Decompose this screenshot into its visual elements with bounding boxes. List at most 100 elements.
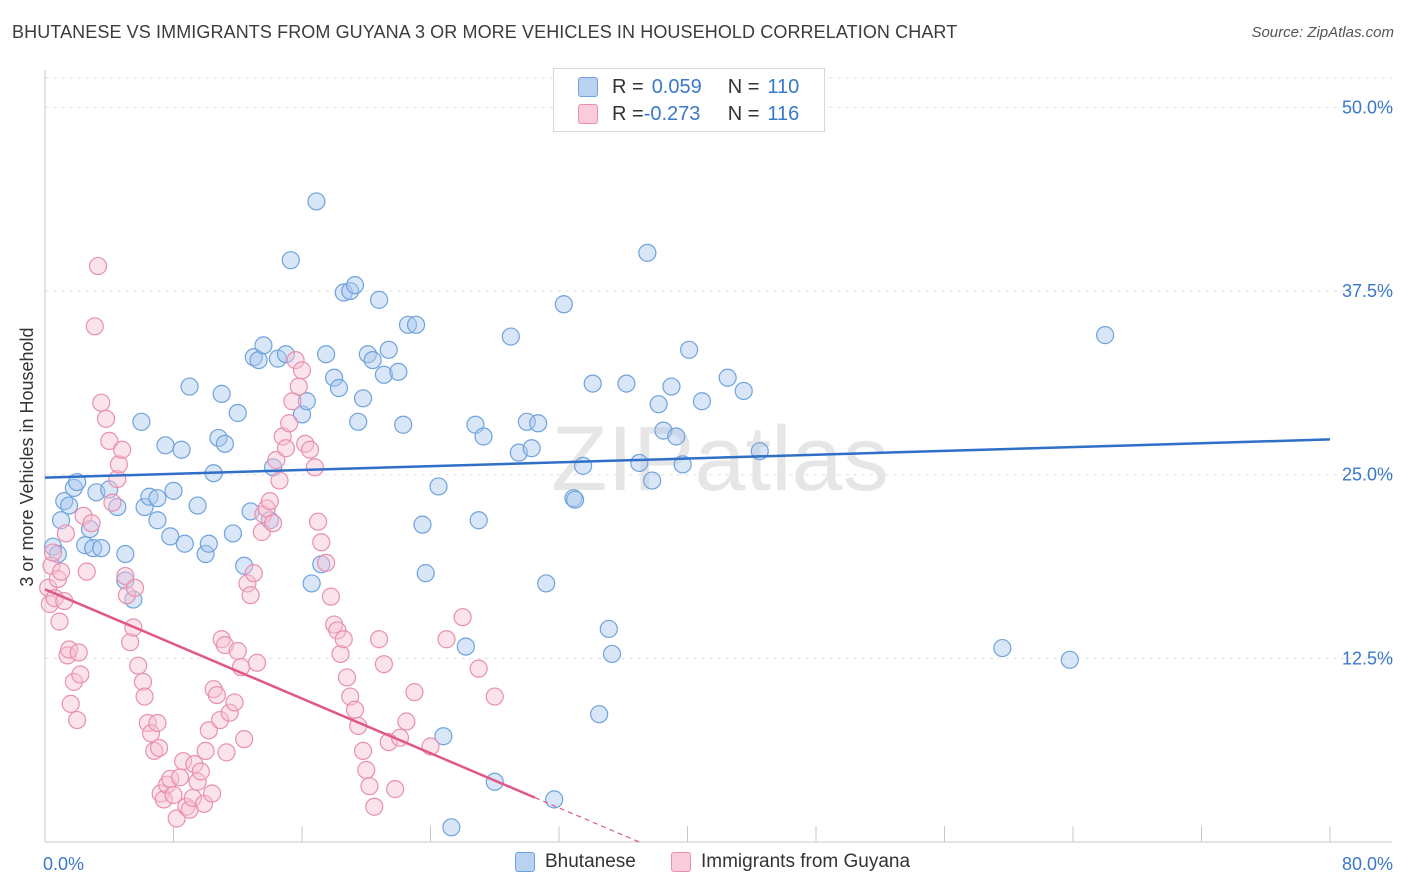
legend-swatch-blue <box>578 77 598 97</box>
bhutanese-point-14 <box>116 544 135 564</box>
bhutanese-point-90 <box>583 374 602 393</box>
guyana-point-24 <box>100 431 119 450</box>
guyana-point-74 <box>247 653 267 672</box>
bhutanese-point-94 <box>617 374 636 393</box>
bhutanese-point-33 <box>212 384 231 403</box>
r-value: -0.273 <box>643 102 701 125</box>
bhutanese-point-65 <box>389 362 408 381</box>
watermark: ZIPatlas <box>551 408 888 510</box>
guyana-point-7 <box>51 562 71 581</box>
bhutanese-point-24 <box>164 481 183 500</box>
bhutanese-point-55 <box>334 283 353 302</box>
bhutanese-point-59 <box>353 389 373 408</box>
legend-swatch-pink <box>671 852 691 872</box>
guyana-point-61 <box>207 685 226 705</box>
guyana-point-49 <box>174 752 193 771</box>
bhutanese-point-11 <box>92 539 111 558</box>
bhutanese-point-41 <box>254 336 273 355</box>
guyana-point-100 <box>337 668 357 687</box>
bhutanese-point-50 <box>307 192 326 211</box>
bhutanese-point-109 <box>1060 650 1079 669</box>
guyana-point-54 <box>188 772 207 791</box>
data-points <box>39 192 1115 837</box>
guyana-point-31 <box>121 633 140 652</box>
y-tick-labels: 12.5% 25.0% 37.5% 50.0% <box>1342 97 1393 668</box>
bhutanese-point-36 <box>228 403 247 423</box>
guyana-point-20 <box>85 317 104 336</box>
guyana-point-88 <box>292 361 312 380</box>
bhutanese-point-96 <box>638 243 657 262</box>
guyana-point-106 <box>360 777 379 796</box>
y-tick-label-0: 12.5% <box>1342 648 1393 668</box>
bhutanese-point-92 <box>599 619 618 639</box>
n-value: 116 <box>767 102 800 125</box>
legend-swatch-pink <box>578 104 598 124</box>
bhutanese-point-48 <box>297 392 316 411</box>
trend-line-0 <box>44 438 1331 479</box>
bhutanese-point-25 <box>172 440 191 459</box>
bhutanese-point-49 <box>302 574 321 593</box>
guyana-point-70 <box>235 730 254 749</box>
bhutanese-point-69 <box>413 515 432 534</box>
legend-item-bhutanese[interactable]: Bhutanese <box>515 851 636 873</box>
bhutanese-point-20 <box>148 489 167 508</box>
guyana-point-14 <box>68 710 87 730</box>
guyana-point-40 <box>148 713 167 733</box>
bhutanese-point-79 <box>501 327 520 346</box>
bhutanese-point-40 <box>249 350 268 370</box>
guyana-point-86 <box>286 350 305 370</box>
bhutanese-point-66 <box>394 415 413 434</box>
legend-swatch-blue <box>515 852 535 872</box>
bhutanese-point-57 <box>345 276 365 295</box>
bhutanese-point-89 <box>565 490 585 509</box>
guyana-point-22 <box>92 393 111 412</box>
guyana-point-80 <box>267 450 286 470</box>
bhutanese-point-22 <box>156 436 175 455</box>
guyana-point-12 <box>61 694 80 713</box>
bhutanese-point-62 <box>370 290 389 309</box>
bhutanese-point-85 <box>545 790 564 809</box>
bhutanese-point-71 <box>429 477 448 496</box>
guyana-point-13 <box>64 672 84 691</box>
guyana-point-9 <box>56 524 75 543</box>
bhutanese-point-45 <box>276 345 296 364</box>
guyana-point-19 <box>82 514 101 533</box>
guyana-point-62 <box>210 710 230 730</box>
guyana-point-95 <box>321 587 341 606</box>
bhutanese-point-34 <box>215 434 234 453</box>
guyana-point-79 <box>263 514 283 533</box>
guyana-point-33 <box>125 578 145 597</box>
bhutanese-point-15 <box>116 571 135 590</box>
n-value: 110 <box>767 75 800 98</box>
guyana-point-58 <box>199 721 218 740</box>
bhutanese-point-23 <box>161 527 180 546</box>
bhutanese-point-21 <box>148 511 167 530</box>
x-tick-label-max: 80.0% <box>1342 854 1393 874</box>
guyana-point-116 <box>437 630 456 649</box>
y-tick-label-2: 37.5% <box>1342 281 1393 301</box>
guyana-point-25 <box>103 493 122 512</box>
y-tick-label-1: 25.0% <box>1342 465 1393 485</box>
guyana-point-113 <box>397 712 416 731</box>
guyana-point-3 <box>43 543 63 562</box>
guyana-point-67 <box>225 693 244 712</box>
bhutanese-point-100 <box>662 377 681 396</box>
guyana-point-87 <box>289 377 308 396</box>
guyana-point-109 <box>374 655 394 674</box>
bhutanese-point-17 <box>132 412 151 431</box>
bhutanese-point-76 <box>469 511 488 530</box>
legend-row-guyana: R = -0.273 N = 116 <box>578 101 799 127</box>
guyana-point-34 <box>129 656 148 675</box>
guyana-point-59 <box>202 784 222 803</box>
legend-item-guyana[interactable]: Immigrants from Guyana <box>671 851 910 873</box>
guyana-point-78 <box>260 492 279 511</box>
bhutanese-point-4 <box>59 496 79 515</box>
guyana-point-92 <box>308 512 328 531</box>
bhutanese-point-106 <box>734 381 753 401</box>
bhutanese-point-35 <box>223 524 243 543</box>
legend-row-bhutanese: R = 0.059 N = 110 <box>578 74 799 100</box>
bhutanese-point-29 <box>196 544 215 564</box>
guyana-point-90 <box>300 440 320 459</box>
guyana-point-119 <box>485 687 504 706</box>
